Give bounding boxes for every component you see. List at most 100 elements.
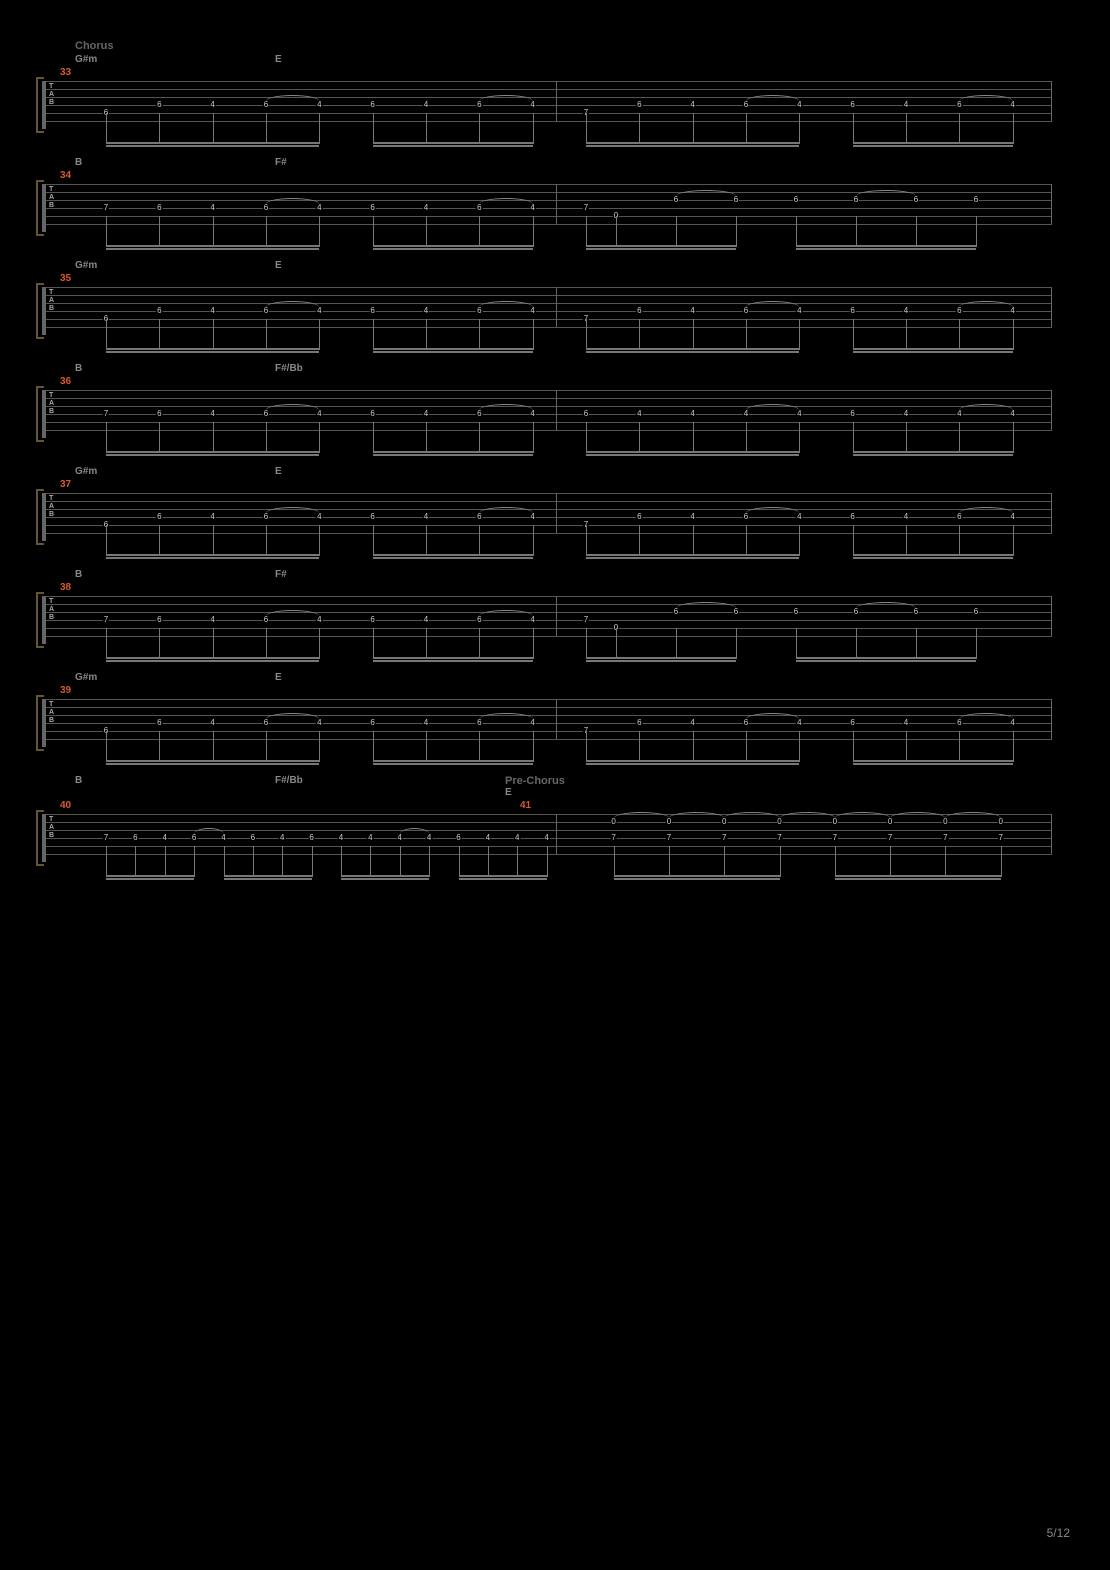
tab-note: 7 — [103, 833, 109, 842]
tab-note: 0 — [887, 817, 893, 826]
tab-note: 4 — [316, 203, 322, 212]
chord-label: G#m — [75, 672, 275, 683]
chord-row: BF# — [75, 157, 1080, 168]
tab-staff: T A B764646464644446444 — [42, 390, 1052, 438]
tab-note: 6 — [743, 512, 749, 521]
tab-note: 6 — [476, 100, 482, 109]
tab-note: 6 — [369, 512, 375, 521]
tab-note: 4 — [743, 409, 749, 418]
chord-row: G#mE — [75, 672, 1080, 683]
tab-note: 6 — [476, 409, 482, 418]
tab-note: 7 — [610, 833, 616, 842]
tab-note: 4 — [209, 306, 215, 315]
tab-note: 7 — [721, 833, 727, 842]
tab-note: 6 — [956, 718, 962, 727]
tab-clef: T A B — [49, 186, 54, 210]
tab-staff: T A B664646464764646464 — [42, 287, 1052, 335]
tab-note: 0 — [721, 817, 727, 826]
measure-number: 33 — [60, 67, 71, 78]
tab-note: 6 — [156, 718, 162, 727]
tab-note: 4 — [543, 833, 549, 842]
tab-clef: T A B — [49, 392, 54, 416]
tab-note: 6 — [853, 607, 859, 616]
tab-note: 6 — [156, 512, 162, 521]
chord-row: BF#/Bb — [75, 363, 1080, 374]
tab-note: 4 — [956, 409, 962, 418]
tab-note: 6 — [132, 833, 138, 842]
tab-note: 6 — [250, 833, 256, 842]
chord-label: G#m — [75, 54, 275, 65]
tab-note: 0 — [997, 817, 1003, 826]
tab-note: 6 — [476, 512, 482, 521]
tab-note: 6 — [733, 607, 739, 616]
tab-note: 4 — [903, 409, 909, 418]
chord-label: B — [75, 157, 275, 168]
tab-note: 6 — [743, 718, 749, 727]
measure-number: 39 — [60, 685, 71, 696]
tab-note: 7 — [942, 833, 948, 842]
tab-staff: T A B76464646470666666 — [42, 596, 1052, 644]
tab-system: G#mE37T A B664646464764646464 — [30, 466, 1080, 541]
tab-note: 4 — [423, 203, 429, 212]
tab-note: 7 — [103, 409, 109, 418]
tab-staff: T A B76464646444464440707070707070707 — [42, 814, 1052, 862]
tab-clef: T A B — [49, 289, 54, 313]
tab-note: 4 — [338, 833, 344, 842]
tab-note: 6 — [369, 615, 375, 624]
tab-staff: T A B664646464764646464 — [42, 699, 1052, 747]
tab-note: 6 — [263, 306, 269, 315]
tab-note: 6 — [476, 306, 482, 315]
tab-note: 4 — [423, 512, 429, 521]
tab-note: 4 — [209, 409, 215, 418]
tab-note: 4 — [903, 306, 909, 315]
tab-system: BF#38T A B76464646470666666 — [30, 569, 1080, 644]
tab-note: 6 — [263, 615, 269, 624]
tab-clef: T A B — [49, 83, 54, 107]
chord-row: G#mE — [75, 466, 1080, 477]
section-label: Pre-Chorus — [505, 775, 1080, 787]
chord-label: B — [75, 363, 275, 374]
chord-row: BF#/BbPre-ChorusE — [75, 775, 1080, 798]
tab-note: 6 — [636, 100, 642, 109]
tab-note: 4 — [529, 615, 535, 624]
tab-note: 7 — [997, 833, 1003, 842]
tab-note: 4 — [485, 833, 491, 842]
tab-note: 4 — [796, 718, 802, 727]
tab-note: 4 — [423, 100, 429, 109]
tab-note: 0 — [610, 817, 616, 826]
tab-note: 4 — [529, 512, 535, 521]
tab-note: 4 — [636, 409, 642, 418]
tab-clef: T A B — [49, 816, 54, 840]
tab-clef: T A B — [49, 495, 54, 519]
tab-note: 6 — [733, 195, 739, 204]
chord-label: E — [505, 787, 1080, 798]
tab-note: 6 — [156, 306, 162, 315]
chord-row: G#mE — [75, 260, 1080, 271]
chord-label: F# — [275, 157, 1080, 168]
tab-note: 6 — [849, 100, 855, 109]
tab-note: 4 — [689, 306, 695, 315]
tab-note: 4 — [423, 306, 429, 315]
tab-note: 6 — [673, 607, 679, 616]
chord-label: F#/Bb — [275, 775, 505, 798]
tab-system: BF#34T A B76464646470666666 — [30, 157, 1080, 232]
tab-note: 4 — [316, 512, 322, 521]
chord-label: F# — [275, 569, 1080, 580]
tab-note: 6 — [956, 100, 962, 109]
tab-note: 4 — [316, 100, 322, 109]
tab-note: 6 — [956, 306, 962, 315]
tab-note: 0 — [942, 817, 948, 826]
tab-note: 4 — [397, 833, 403, 842]
tab-system: BF#/Bb36T A B764646464644446444 — [30, 363, 1080, 438]
tab-note: 6 — [455, 833, 461, 842]
tab-clef: T A B — [49, 701, 54, 725]
tab-note: 6 — [743, 306, 749, 315]
measure-number: 40 — [60, 800, 71, 811]
tab-note: 6 — [369, 100, 375, 109]
tab-note: 4 — [316, 718, 322, 727]
tab-staff: T A B664646464764646464 — [42, 81, 1052, 129]
tab-note: 6 — [191, 833, 197, 842]
tab-system: G#mE39T A B664646464764646464 — [30, 672, 1080, 747]
measure-number: 36 — [60, 376, 71, 387]
tab-note: 4 — [1009, 100, 1015, 109]
